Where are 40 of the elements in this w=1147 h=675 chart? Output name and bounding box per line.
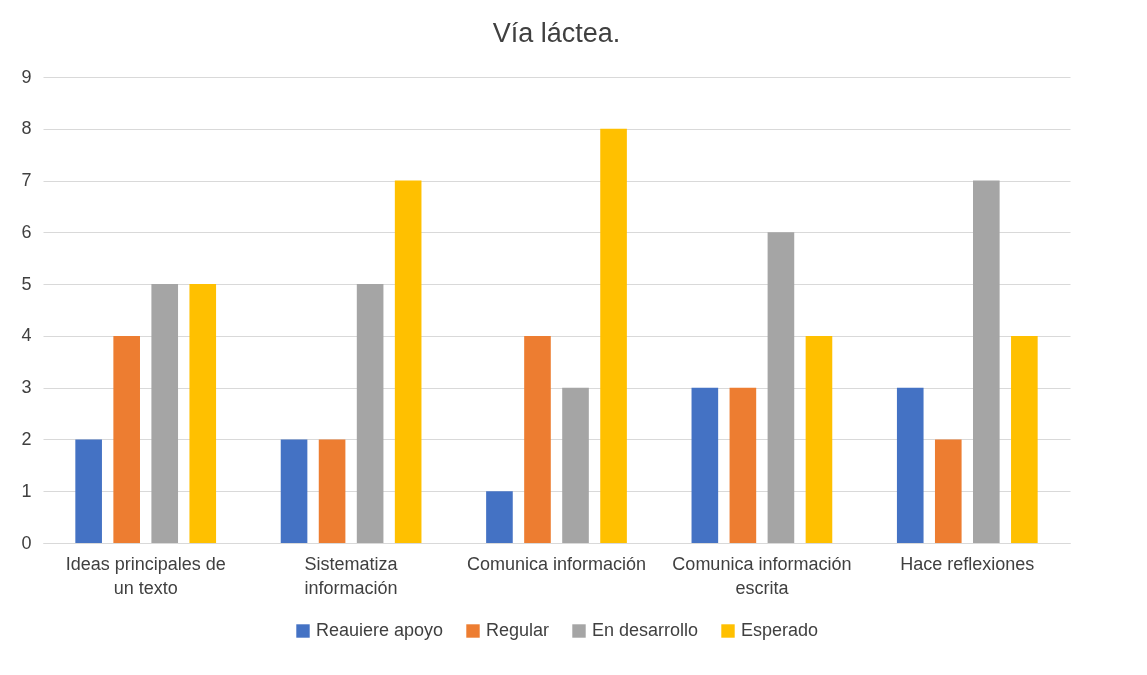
bar bbox=[896, 387, 924, 543]
legend-label: Reauiere apoyo bbox=[316, 620, 444, 640]
y-tick-label: 4 bbox=[21, 325, 32, 346]
y-tick-label: 6 bbox=[21, 221, 32, 242]
bar bbox=[280, 439, 308, 543]
bar bbox=[113, 335, 140, 543]
bar bbox=[189, 284, 217, 543]
y-tick-label: 3 bbox=[21, 377, 32, 398]
y-tick-label: 1 bbox=[21, 480, 32, 501]
bar bbox=[805, 335, 833, 543]
chart-title: Vía láctea. bbox=[492, 18, 621, 48]
bar bbox=[318, 439, 346, 543]
bar bbox=[151, 284, 179, 543]
y-tick-label: 9 bbox=[21, 66, 32, 87]
bar bbox=[486, 491, 513, 543]
bar bbox=[524, 335, 551, 543]
y-tick-label: 2 bbox=[21, 428, 32, 449]
bar bbox=[562, 387, 589, 543]
bar bbox=[729, 387, 757, 543]
y-tick-label: 8 bbox=[21, 118, 32, 139]
bar bbox=[691, 387, 719, 543]
x-tick-label: Ideas principales de un texto bbox=[65, 553, 226, 598]
bar bbox=[934, 439, 962, 543]
bar bbox=[973, 180, 1000, 543]
legend-label: Regular bbox=[486, 620, 550, 640]
bar bbox=[394, 180, 422, 543]
legend-label: En desarrollo bbox=[592, 620, 699, 640]
x-tick-label: Hace reflexiones bbox=[900, 553, 1035, 574]
y-tick-label: 5 bbox=[21, 273, 32, 294]
bar bbox=[1011, 335, 1038, 543]
x-tick-label: Sistematiza información bbox=[304, 553, 399, 598]
bar bbox=[767, 232, 795, 543]
legend-label: Esperado bbox=[741, 620, 819, 640]
y-tick-label: 7 bbox=[21, 170, 32, 191]
x-tick-label: Comunica información bbox=[466, 553, 647, 574]
bar bbox=[356, 284, 384, 543]
bar bbox=[75, 439, 102, 543]
y-tick-label: 0 bbox=[21, 532, 32, 553]
x-tick-label: Comunica información escrita bbox=[672, 553, 852, 598]
bar bbox=[600, 128, 627, 543]
